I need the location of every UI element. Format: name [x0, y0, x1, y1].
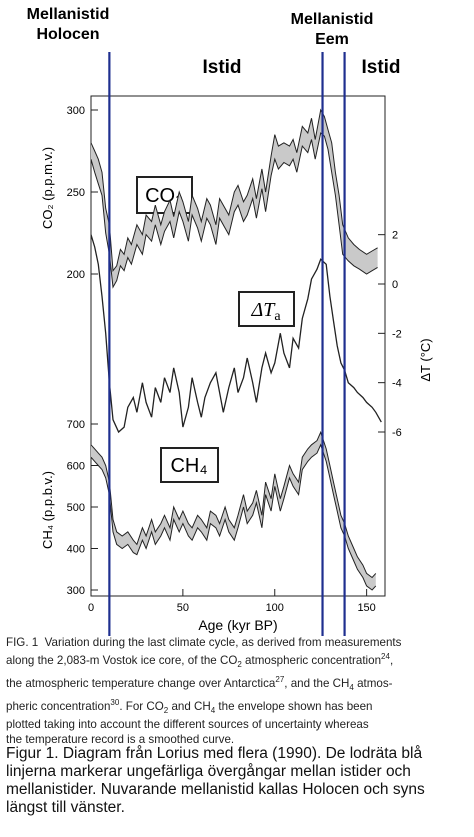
caption-line2c: atmospheric concentration [241, 654, 382, 668]
temp-tick-label: -4 [392, 378, 402, 390]
ch4-lower-line [90, 443, 377, 591]
co2-upper-line [90, 108, 378, 273]
ch4-tick-label: 400 [67, 544, 85, 556]
caption-line4b: 30 [110, 697, 120, 707]
caption-line3a: the atmospheric temperature change over … [6, 676, 276, 690]
co2-tick-label: 300 [67, 105, 85, 117]
caption-line2e: , [389, 654, 394, 668]
holocen-label-line2: Holocen [36, 26, 99, 43]
eem-label-line2: Eem [315, 31, 349, 48]
caption-prefix: FIG. 1 [6, 636, 39, 649]
temp-tick-label: -6 [392, 427, 402, 439]
chart-marks: 200 250 300 700 600 500 400 300 2 0 -2 -4 -6 0 50 100 15… [67, 52, 402, 636]
ch4-series-label: CH₄ [170, 455, 207, 477]
ch4-upper-line [90, 430, 377, 579]
caption-line3c: , and the CH [284, 676, 350, 690]
ch4-tick-label: 300 [67, 585, 85, 597]
ch4-label-box: CH₄ [160, 447, 219, 483]
temp-tick-label: 0 [392, 279, 398, 291]
x-tick-label: 150 [357, 602, 375, 614]
co2-tick-label: 250 [67, 187, 85, 199]
x-tick-label: 50 [177, 602, 189, 614]
figure-caption-swedish: Figur 1. Diagram från Lorius med flera (… [6, 745, 425, 816]
eem-label-line1: Mellanistid [291, 11, 374, 28]
figure-caption-english: FIG. 1 Variation during the last climate… [6, 636, 468, 747]
co2-envelope-fill [91, 110, 378, 288]
temperature-line [90, 234, 382, 434]
caption-line2a: along the 2,083-m Vostok ice core, of th… [6, 654, 238, 668]
temp-series-label: ΔT [250, 299, 276, 321]
x-tick-label: 0 [88, 602, 94, 614]
istid-label-left: Istid [202, 57, 241, 78]
climate-figure: Mellanistid Holocen Mellanistid Eem Isti… [27, 6, 433, 636]
temp-tick-label: 2 [392, 230, 398, 242]
caption-line1: Variation during the last climate cycle,… [44, 636, 402, 649]
ch4-tick-label: 700 [67, 419, 85, 431]
caption-line4d: 2 [163, 705, 169, 715]
plot-frame [90, 95, 386, 597]
svg-text:ΔTa: ΔTa [250, 299, 281, 324]
ch4-tick-label: 600 [67, 461, 85, 473]
temp-axis-label: ΔT (°C) [418, 338, 433, 381]
co2-lower-line [90, 132, 378, 289]
caption-line3e: atmos- [353, 676, 393, 690]
istid-label-right: Istid [361, 57, 400, 78]
temp-label-box: ΔTa [238, 291, 295, 327]
caption-line4c: . For CO [119, 699, 164, 713]
co2-tick-label: 200 [67, 269, 85, 281]
temp-series-sub: a [274, 309, 281, 324]
caption-line4a: pheric concentration [6, 699, 111, 713]
caption-line2b: 2 [237, 660, 242, 670]
holocen-label-line1: Mellanistid [27, 6, 110, 23]
temp-tick-label: -2 [392, 328, 402, 340]
caption-line5: plotted taking into account the differen… [6, 718, 369, 732]
caption-line2d: 24 [381, 652, 390, 662]
caption-line3b: 27 [275, 674, 285, 684]
ch4-envelope-fill [91, 432, 376, 590]
caption-line4g: the envelope shown has been [215, 699, 373, 713]
co2-series-label: CO₂ [145, 185, 183, 207]
caption-line4f: 4 [210, 705, 216, 715]
ch4-tick-label: 500 [67, 502, 85, 514]
ch4-axis-label: CH₄ (p.p.b.v.) [40, 471, 55, 549]
caption-line3d: 4 [349, 683, 354, 693]
caption-line6: the temperature record is a smoothed cur… [6, 732, 235, 746]
x-tick-label: 100 [266, 602, 284, 614]
co2-axis-label: CO₂ (p.p.m.v.) [40, 147, 55, 229]
x-axis-label: Age (kyr BP) [198, 617, 277, 633]
caption-line4e: and CH [168, 699, 211, 713]
